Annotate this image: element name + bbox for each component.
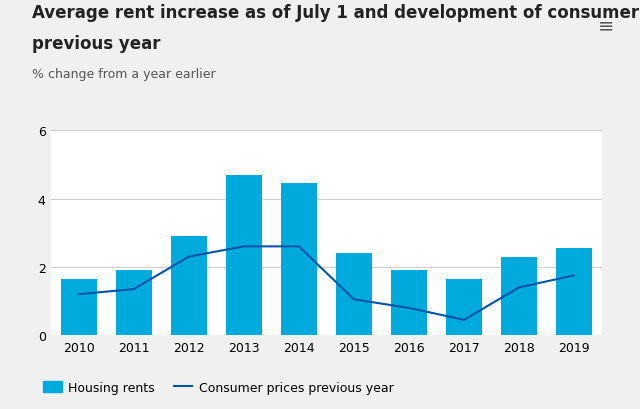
Bar <box>116 271 152 335</box>
Bar <box>61 279 97 335</box>
Bar <box>501 257 537 335</box>
Legend: Housing rents, Consumer prices previous year: Housing rents, Consumer prices previous … <box>38 376 398 399</box>
Bar <box>171 236 207 335</box>
Bar <box>226 175 262 335</box>
Text: Average rent increase as of July 1 and development of consumer prices in the: Average rent increase as of July 1 and d… <box>32 4 640 22</box>
Text: ≡: ≡ <box>598 16 614 35</box>
Bar <box>336 254 372 335</box>
Text: previous year: previous year <box>32 35 161 53</box>
Bar <box>391 271 427 335</box>
Bar <box>556 249 592 335</box>
Bar <box>281 184 317 335</box>
Text: % change from a year earlier: % change from a year earlier <box>32 67 216 81</box>
Bar <box>446 279 482 335</box>
